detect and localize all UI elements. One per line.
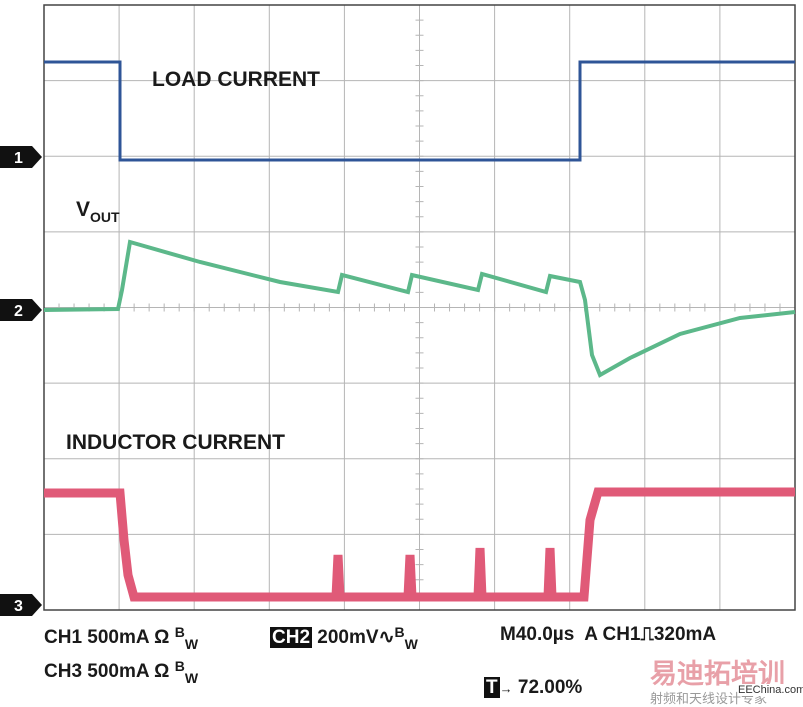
ch2-label: 200mV [317,627,379,648]
graticule-border [43,4,796,611]
marker-label: 2 [14,303,23,320]
bw-sub: W [184,670,199,686]
bw: B [394,624,405,640]
marker-1 [0,146,42,168]
vout-main: V [76,198,91,221]
ch2-status: CH2 200mV∿BW [270,624,418,652]
ch1-label: CH1 500mA Ω [44,627,170,648]
marker-label: 3 [14,598,23,615]
trace-label: LOAD CURRENT [152,68,320,91]
trace-label: VOUT [76,198,120,225]
load-current-trace [44,60,795,162]
trigger-icon: T [484,677,500,698]
marker-3 [0,594,42,616]
ch2-name: CH2 [270,627,313,648]
coupling: ∿ [378,627,395,648]
vout-trace [43,239,796,378]
marker-label: 1 [14,150,23,167]
trigger-slope: ⎍ [640,624,654,645]
trace-label: INDUCTOR CURRENT [66,431,285,454]
ch3-label: CH3 500mA Ω [44,661,170,682]
ch1-status: CH1 500mA Ω BW [44,624,198,652]
vout-sub: OUT [90,209,120,225]
marker-2 [0,299,42,321]
channel-markers: 1 2 3 [0,146,42,616]
trigger: A CH1 [584,624,641,645]
graticule [44,5,795,610]
bw: B [174,624,185,640]
bw-sub: W [184,636,199,652]
bw: B [174,658,185,674]
inductor-current-trace [44,487,795,602]
watermark-site: EEChina.com [738,684,803,696]
trigger-position: T → 72.00% [484,677,582,699]
timebase-status: M40.0µs A CH1⎍320mA [500,624,716,646]
ch3-status: CH3 500mA Ω BW [44,658,198,686]
watermark-slogan: 射频和天线设计专家 [650,692,768,707]
arrow: → [499,681,513,696]
trigger-position-value: 72.00% [517,677,583,698]
bw-sub: W [404,636,418,652]
trigger-level: 320mA [653,624,717,645]
timebase: M40.0µs [500,624,575,645]
